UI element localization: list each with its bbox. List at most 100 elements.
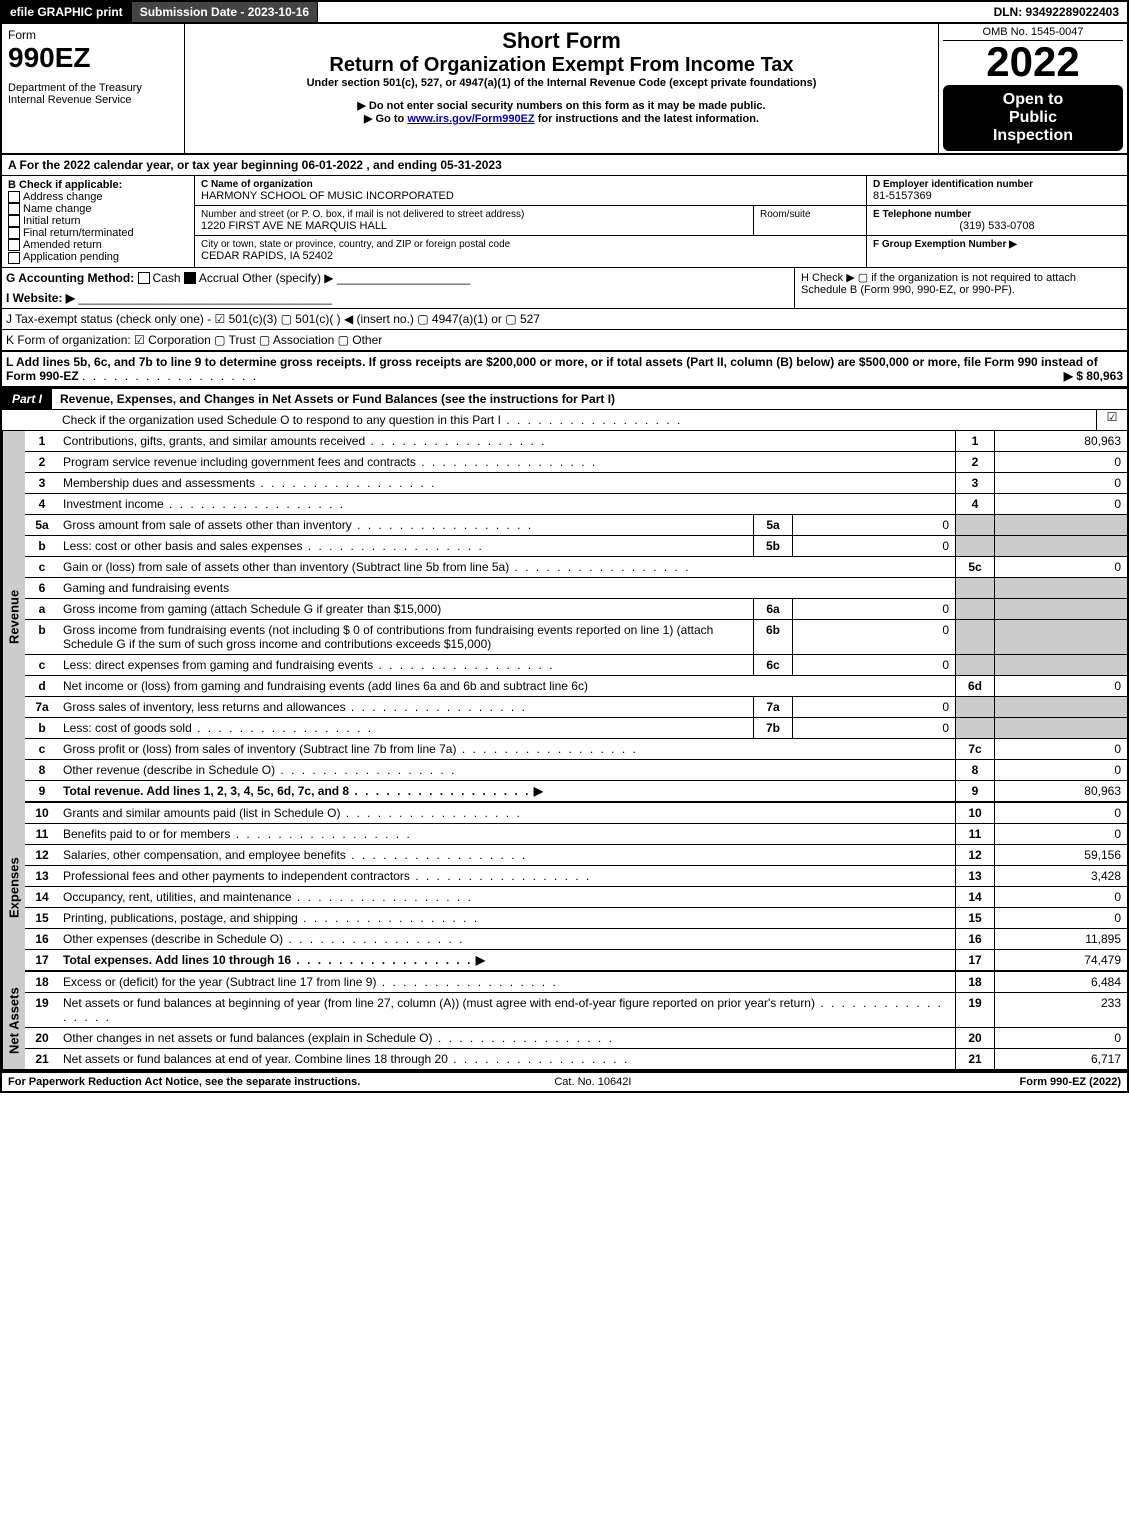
l7c-d: Gross profit or (loss) from sales of inv… bbox=[63, 742, 456, 756]
l18-rn: 18 bbox=[955, 972, 994, 992]
l6d-rv: 0 bbox=[994, 676, 1127, 696]
l14-n: 14 bbox=[25, 887, 59, 907]
accrual-chk[interactable] bbox=[184, 272, 196, 284]
grp-lbl: F Group Exemption Number ▶ bbox=[873, 239, 1121, 250]
l6c-d: Less: direct expenses from gaming and fu… bbox=[63, 658, 373, 672]
l13-rv: 3,428 bbox=[994, 866, 1127, 886]
l6c-mv: 0 bbox=[792, 655, 955, 675]
l10-d: Grants and similar amounts paid (list in… bbox=[63, 806, 340, 820]
revenue-section: Revenue 1Contributions, gifts, grants, a… bbox=[0, 431, 1129, 803]
l9-d: Total revenue. Add lines 1, 2, 3, 4, 5c,… bbox=[63, 784, 349, 798]
l6c-n: c bbox=[25, 655, 59, 675]
c-name-lbl: C Name of organization bbox=[201, 179, 860, 190]
l17-rv: 74,479 bbox=[994, 950, 1127, 970]
l17-n: 17 bbox=[25, 950, 59, 970]
l16-rv: 11,895 bbox=[994, 929, 1127, 949]
b-opt-1-label: Name change bbox=[23, 203, 92, 215]
l6c-mn: 6c bbox=[753, 655, 792, 675]
b-label: B Check if applicable: bbox=[8, 179, 188, 191]
l6c-shade bbox=[955, 655, 994, 675]
l19-d: Net assets or fund balances at beginning… bbox=[63, 996, 815, 1010]
cash-label: Cash bbox=[153, 271, 181, 285]
other-label: Other (specify) ▶ bbox=[242, 271, 333, 285]
l5c-n: c bbox=[25, 557, 59, 577]
l-amount: ▶ $ 80,963 bbox=[1064, 369, 1123, 383]
goto-line: ▶ Go to www.irs.gov/Form990EZ for instru… bbox=[191, 112, 932, 125]
l7c-n: c bbox=[25, 739, 59, 759]
l6a-n: a bbox=[25, 599, 59, 619]
l6b-shade bbox=[955, 620, 994, 654]
l5a-shade bbox=[955, 515, 994, 535]
l5a-n: 5a bbox=[25, 515, 59, 535]
l7b-mv: 0 bbox=[792, 718, 955, 738]
b-opt-2[interactable]: Initial return bbox=[8, 215, 188, 227]
expenses-section: Expenses 10Grants and similar amounts pa… bbox=[0, 803, 1129, 972]
tel-lbl: E Telephone number bbox=[873, 209, 1121, 220]
l6b-mv: 0 bbox=[792, 620, 955, 654]
l13-n: 13 bbox=[25, 866, 59, 886]
l9-rv: 80,963 bbox=[994, 781, 1127, 801]
l5c-rn: 5c bbox=[955, 557, 994, 577]
footer-left: For Paperwork Reduction Act Notice, see … bbox=[8, 1076, 360, 1088]
l7a-shade bbox=[955, 697, 994, 717]
l12-n: 12 bbox=[25, 845, 59, 865]
part1-check-row: Check if the organization used Schedule … bbox=[0, 410, 1129, 431]
l5a-mv: 0 bbox=[792, 515, 955, 535]
l2-rn: 2 bbox=[955, 452, 994, 472]
l10-rn: 10 bbox=[955, 803, 994, 823]
part1-title: Revenue, Expenses, and Changes in Net As… bbox=[52, 389, 623, 409]
l7c-rv: 0 bbox=[994, 739, 1127, 759]
cash-chk[interactable] bbox=[138, 272, 150, 284]
footer-right: Form 990-EZ (2022) bbox=[1020, 1076, 1121, 1088]
l6a-shade bbox=[955, 599, 994, 619]
l8-d: Other revenue (describe in Schedule O) bbox=[63, 763, 275, 777]
l14-rv: 0 bbox=[994, 887, 1127, 907]
l1-n: 1 bbox=[25, 431, 59, 451]
b-opt-2-label: Initial return bbox=[23, 215, 80, 227]
l16-n: 16 bbox=[25, 929, 59, 949]
l6a-mn: 6a bbox=[753, 599, 792, 619]
b-opt-1[interactable]: Name change bbox=[8, 203, 188, 215]
i-website: I Website: ▶ bbox=[6, 291, 75, 305]
b-opt-0[interactable]: Address change bbox=[8, 191, 188, 203]
l5c-rv: 0 bbox=[994, 557, 1127, 577]
l5b-shade2 bbox=[994, 536, 1127, 556]
open3: Inspection bbox=[947, 127, 1119, 145]
dln: DLN: 93492289022403 bbox=[986, 2, 1127, 22]
b-opt-3[interactable]: Final return/terminated bbox=[8, 227, 188, 239]
l21-rn: 21 bbox=[955, 1049, 994, 1069]
l8-n: 8 bbox=[25, 760, 59, 780]
part1-check-mark[interactable]: ☑ bbox=[1096, 410, 1127, 430]
telephone: (319) 533-0708 bbox=[873, 220, 1121, 232]
l6-n: 6 bbox=[25, 578, 59, 598]
l1-rn: 1 bbox=[955, 431, 994, 451]
city-lbl: City or town, state or province, country… bbox=[201, 239, 860, 250]
l17-rn: 17 bbox=[955, 950, 994, 970]
l2-d: Program service revenue including govern… bbox=[63, 455, 416, 469]
part1-check-text: Check if the organization used Schedule … bbox=[62, 413, 501, 427]
l7b-mn: 7b bbox=[753, 718, 792, 738]
l15-rv: 0 bbox=[994, 908, 1127, 928]
b-opt-5-label: Application pending bbox=[23, 251, 119, 263]
topbar: efile GRAPHIC print Submission Date - 20… bbox=[0, 0, 1129, 24]
l7a-mn: 7a bbox=[753, 697, 792, 717]
b-opt-4[interactable]: Amended return bbox=[8, 239, 188, 251]
irs-link[interactable]: www.irs.gov/Form990EZ bbox=[407, 113, 534, 125]
l12-rv: 59,156 bbox=[994, 845, 1127, 865]
under-section: Under section 501(c), 527, or 4947(a)(1)… bbox=[191, 77, 932, 89]
l4-n: 4 bbox=[25, 494, 59, 514]
footer-mid: Cat. No. 10642I bbox=[554, 1076, 631, 1088]
b-opt-5[interactable]: Application pending bbox=[8, 251, 188, 263]
org-name: HARMONY SCHOOL OF MUSIC INCORPORATED bbox=[201, 190, 860, 202]
b-opt-3-label: Final return/terminated bbox=[23, 227, 134, 239]
open2: Public bbox=[947, 109, 1119, 127]
l14-rn: 14 bbox=[955, 887, 994, 907]
goto-post: for instructions and the latest informat… bbox=[535, 113, 759, 125]
l6a-shade2 bbox=[994, 599, 1127, 619]
l3-d: Membership dues and assessments bbox=[63, 476, 255, 490]
l7b-shade bbox=[955, 718, 994, 738]
l21-d: Net assets or fund balances at end of ye… bbox=[63, 1052, 448, 1066]
l11-n: 11 bbox=[25, 824, 59, 844]
tax-year: 2022 bbox=[943, 41, 1123, 83]
l5b-mv: 0 bbox=[792, 536, 955, 556]
